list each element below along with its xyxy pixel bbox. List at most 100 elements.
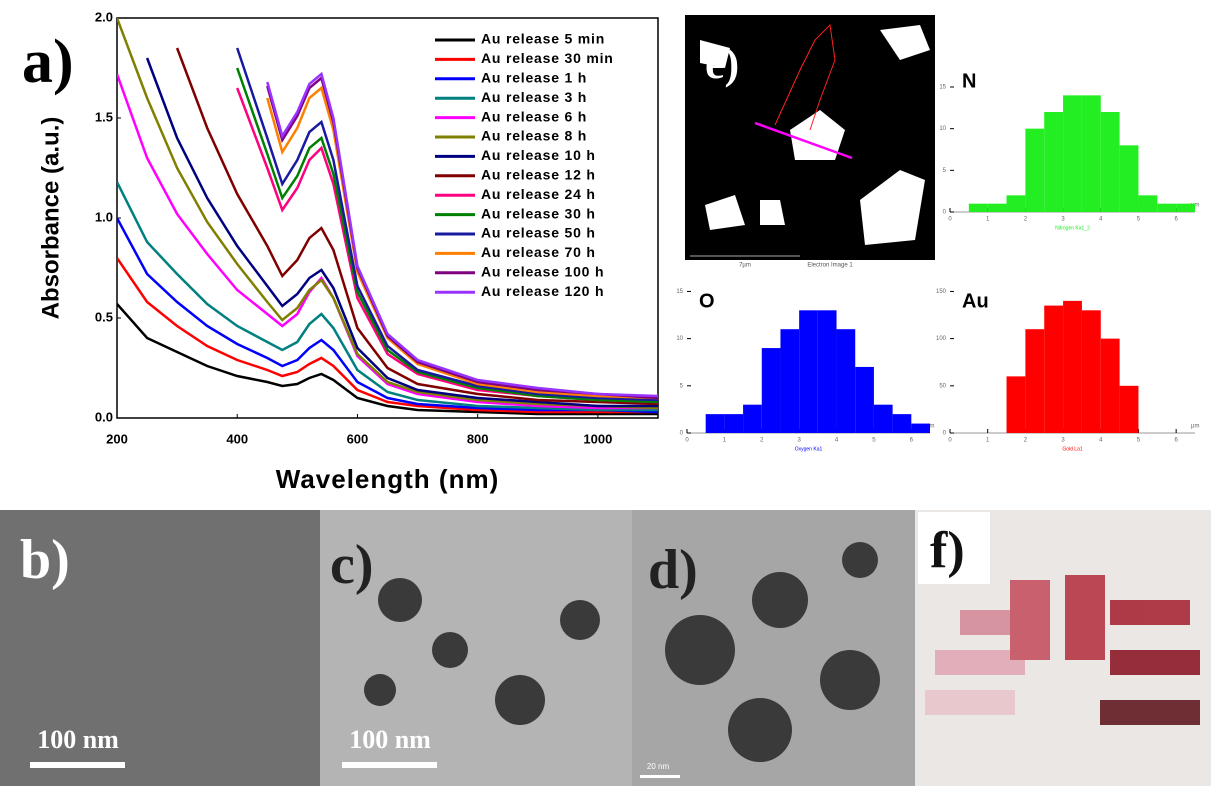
histogram-bar <box>874 405 893 433</box>
histogram-bar <box>1101 339 1120 433</box>
x-tick-label: 5 <box>872 438 876 444</box>
panel-label: f) <box>930 522 965 579</box>
legend-label: Au release 24 h <box>481 186 596 202</box>
histogram-bar <box>706 414 725 433</box>
legend-label: Au release 70 h <box>481 244 596 260</box>
panel-label: b) <box>20 529 70 591</box>
x-tick-label: 1 <box>986 438 990 444</box>
y-tick-label: 0.0 <box>95 409 113 424</box>
x-tick-label: 3 <box>1061 438 1065 444</box>
histogram-bar <box>780 329 799 433</box>
scale-label: 20 nm <box>647 762 670 771</box>
x-tick-label: 5 <box>1137 217 1141 223</box>
x-axis-title: Nitrogen Ka1_2 <box>1055 225 1090 231</box>
y-tick-label: 150 <box>936 289 947 295</box>
histogram-bar <box>1101 112 1120 212</box>
histogram-bar <box>911 424 930 433</box>
x-tick-label: 1000 <box>583 431 612 446</box>
x-tick-label: 0 <box>685 438 689 444</box>
histogram-bar <box>1063 95 1082 212</box>
x-axis-title: Gold La1 <box>1062 446 1083 452</box>
x-tick-label: 0 <box>948 438 952 444</box>
histogram-bar <box>724 414 743 433</box>
histogram-bar <box>1025 129 1044 212</box>
histogram-bar <box>837 329 856 433</box>
scale-bar <box>640 775 680 778</box>
x-tick-label: 800 <box>467 431 489 446</box>
y-tick-label: 0.5 <box>95 309 113 324</box>
x-tick-label: 600 <box>347 431 369 446</box>
y-tick-label: 0 <box>943 431 947 437</box>
x-tick-label: 6 <box>1174 217 1178 223</box>
histogram-bar <box>1176 204 1195 212</box>
y-tick-label: 10 <box>676 336 683 342</box>
histogram-bar <box>1044 112 1063 212</box>
y-tick-label: 50 <box>939 383 946 389</box>
panel-label: O <box>699 290 715 312</box>
y-tick-label: 5 <box>943 168 947 174</box>
histogram-bar <box>1120 386 1139 433</box>
legend-label: Au release 10 h <box>481 147 596 163</box>
x-tick-label: 1 <box>723 438 727 444</box>
histogram-bar <box>1082 95 1101 212</box>
y-tick-label: 10 <box>939 126 946 132</box>
scale-bar <box>30 762 125 768</box>
y-tick-label: 1.0 <box>95 209 113 224</box>
histogram-bar <box>1025 329 1044 433</box>
y-tick-label: 0 <box>943 210 947 216</box>
histogram-bar <box>1007 195 1026 212</box>
histogram-bar <box>743 405 762 433</box>
legend-label: Au release 50 h <box>481 225 596 241</box>
histogram-bar <box>855 367 874 433</box>
legend-label: Au release 120 h <box>481 283 604 299</box>
y-tick-label: 5 <box>680 383 684 389</box>
image-caption: Electron Image 1 <box>807 263 853 269</box>
histogram-bar <box>1044 306 1063 433</box>
panel-label: a) <box>22 28 74 96</box>
legend-label: Au release 6 h <box>481 108 587 124</box>
x-tick-label: 6 <box>1174 438 1178 444</box>
x-axis-title: Wavelength (nm) <box>276 464 499 494</box>
scale-label: 7µm <box>739 263 751 269</box>
y-tick-label: 0 <box>680 431 684 437</box>
histogram-bar <box>1157 204 1176 212</box>
panel-label: e) <box>705 39 739 88</box>
legend-label: Au release 100 h <box>481 264 604 280</box>
histogram-bar <box>1007 376 1026 433</box>
x-tick-label: 6 <box>910 438 914 444</box>
histogram-bar <box>969 204 988 212</box>
legend-label: Au release 1 h <box>481 70 587 86</box>
legend-label: Au release 5 min <box>481 31 605 47</box>
x-tick-label: 4 <box>835 438 839 444</box>
scale-label: 100 nm <box>349 725 431 754</box>
panel-label: d) <box>648 539 698 601</box>
histogram-bar <box>1063 301 1082 433</box>
legend-label: Au release 8 h <box>481 128 587 144</box>
histogram-bar <box>893 414 912 433</box>
x-tick-label: 4 <box>1099 217 1103 223</box>
x-unit: µm <box>1191 424 1199 430</box>
x-axis-title: Oxygen Ka1 <box>795 446 823 452</box>
x-tick-label: 5 <box>1137 438 1141 444</box>
x-tick-label: 200 <box>106 431 128 446</box>
x-tick-label: 0 <box>948 217 952 223</box>
legend-label: Au release 12 h <box>481 167 596 183</box>
x-tick-label: 2 <box>1024 217 1028 223</box>
histogram-bar <box>818 310 837 433</box>
legend-label: Au release 30 h <box>481 205 596 221</box>
x-tick-label: 3 <box>1061 217 1065 223</box>
x-tick-label: 3 <box>797 438 801 444</box>
figure: e) 7µm Electron Image 1 b) c) d) f) 100 … <box>0 0 1211 786</box>
panel-label: Au <box>962 290 989 312</box>
scale-label: 100 nm <box>37 725 119 754</box>
y-tick-label: 15 <box>939 85 946 91</box>
y-tick-label: 1.5 <box>95 109 113 124</box>
y-axis-title: Absorbance (a.u.) <box>37 117 64 320</box>
y-tick-label: 100 <box>936 336 947 342</box>
panel-label: c) <box>330 534 374 596</box>
legend-label: Au release 3 h <box>481 89 587 105</box>
x-tick-label: 4 <box>1099 438 1103 444</box>
histogram-bar <box>762 348 781 433</box>
x-tick-label: 1 <box>986 217 990 223</box>
panel-label: N <box>962 70 976 92</box>
